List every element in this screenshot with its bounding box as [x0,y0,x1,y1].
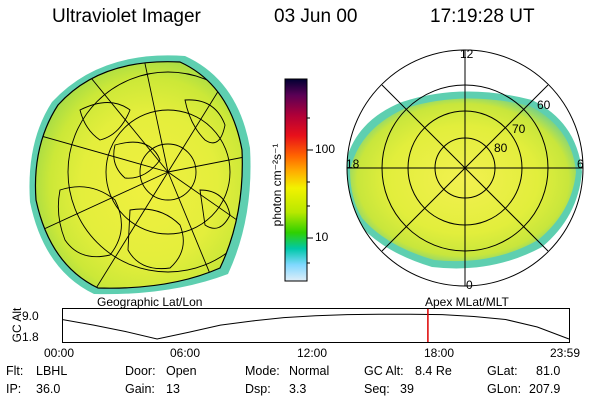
altitude-tick-9: 9.0 [22,309,39,323]
colorbar-unit-label: photon cm⁻²s⁻¹ [270,143,284,227]
time-tick-2359: 23:59 [550,346,581,360]
time-tick-0600: 06:00 [170,346,201,360]
glon-label: GLon: [487,382,522,396]
mode-label: Mode: [245,364,280,378]
time-tick-1800: 18:00 [424,346,455,360]
geo-grid-lines [35,61,243,289]
colorbar-tick-10: 10 [315,230,329,244]
instrument-title: Ultraviolet Imager [52,6,201,27]
ip-value: 36.0 [36,382,61,396]
polar-grid [346,49,584,287]
ip-label: IP: [6,382,22,396]
door-label: Door: [125,364,156,378]
gain-label: Gain: [125,382,155,396]
gc-alt-value: 8.4 Re [415,364,452,378]
polar-auroral-image [346,49,584,287]
intensity-colorbar [284,78,313,282]
altitude-plot-frame [62,308,570,343]
geo-map-caption: Geographic Lat/Lon [97,295,203,309]
door-value: Open [166,364,197,378]
time-tick-0000: 00:00 [44,346,75,360]
mlt-label-12: 12 [460,47,474,61]
mlat-label-70: 70 [512,122,526,136]
gain-value: 13 [166,382,180,396]
glon-value: 207.9 [529,382,561,396]
altitude-tick-1-8: 1.8 [22,330,39,344]
mlt-label-6: 6 [577,157,584,171]
dsp-label: Dsp: [245,382,271,396]
mode-value: Normal [289,364,330,378]
mlat-label-80: 80 [494,141,508,155]
seq-label: Seq: [364,382,390,396]
mlat-label-60: 60 [537,98,551,112]
seq-value: 39 [400,382,414,396]
mlt-label-0: 0 [466,278,473,292]
dsp-value: 3.3 [289,382,307,396]
orbit-altitude-curve [62,313,570,340]
gc-alt-label: GC Alt: [364,364,404,378]
glat-label: GLat: [487,364,518,378]
image-time: 17:19:28 UT [430,6,535,27]
geographic-auroral-image [29,55,251,295]
glat-value: 81.0 [536,364,561,378]
orbit-altitude-plot [62,308,570,343]
colorbar-tick-100: 100 [315,142,336,156]
image-date: 03 Jun 00 [274,6,358,27]
filter-label: Flt: [6,364,24,378]
mlt-label-18: 18 [346,157,360,171]
filter-value: LBHL [36,364,68,378]
time-tick-1200: 12:00 [297,346,328,360]
polar-oval-fill [350,98,576,262]
polar-map-caption: Apex MLat/MLT [425,295,509,309]
